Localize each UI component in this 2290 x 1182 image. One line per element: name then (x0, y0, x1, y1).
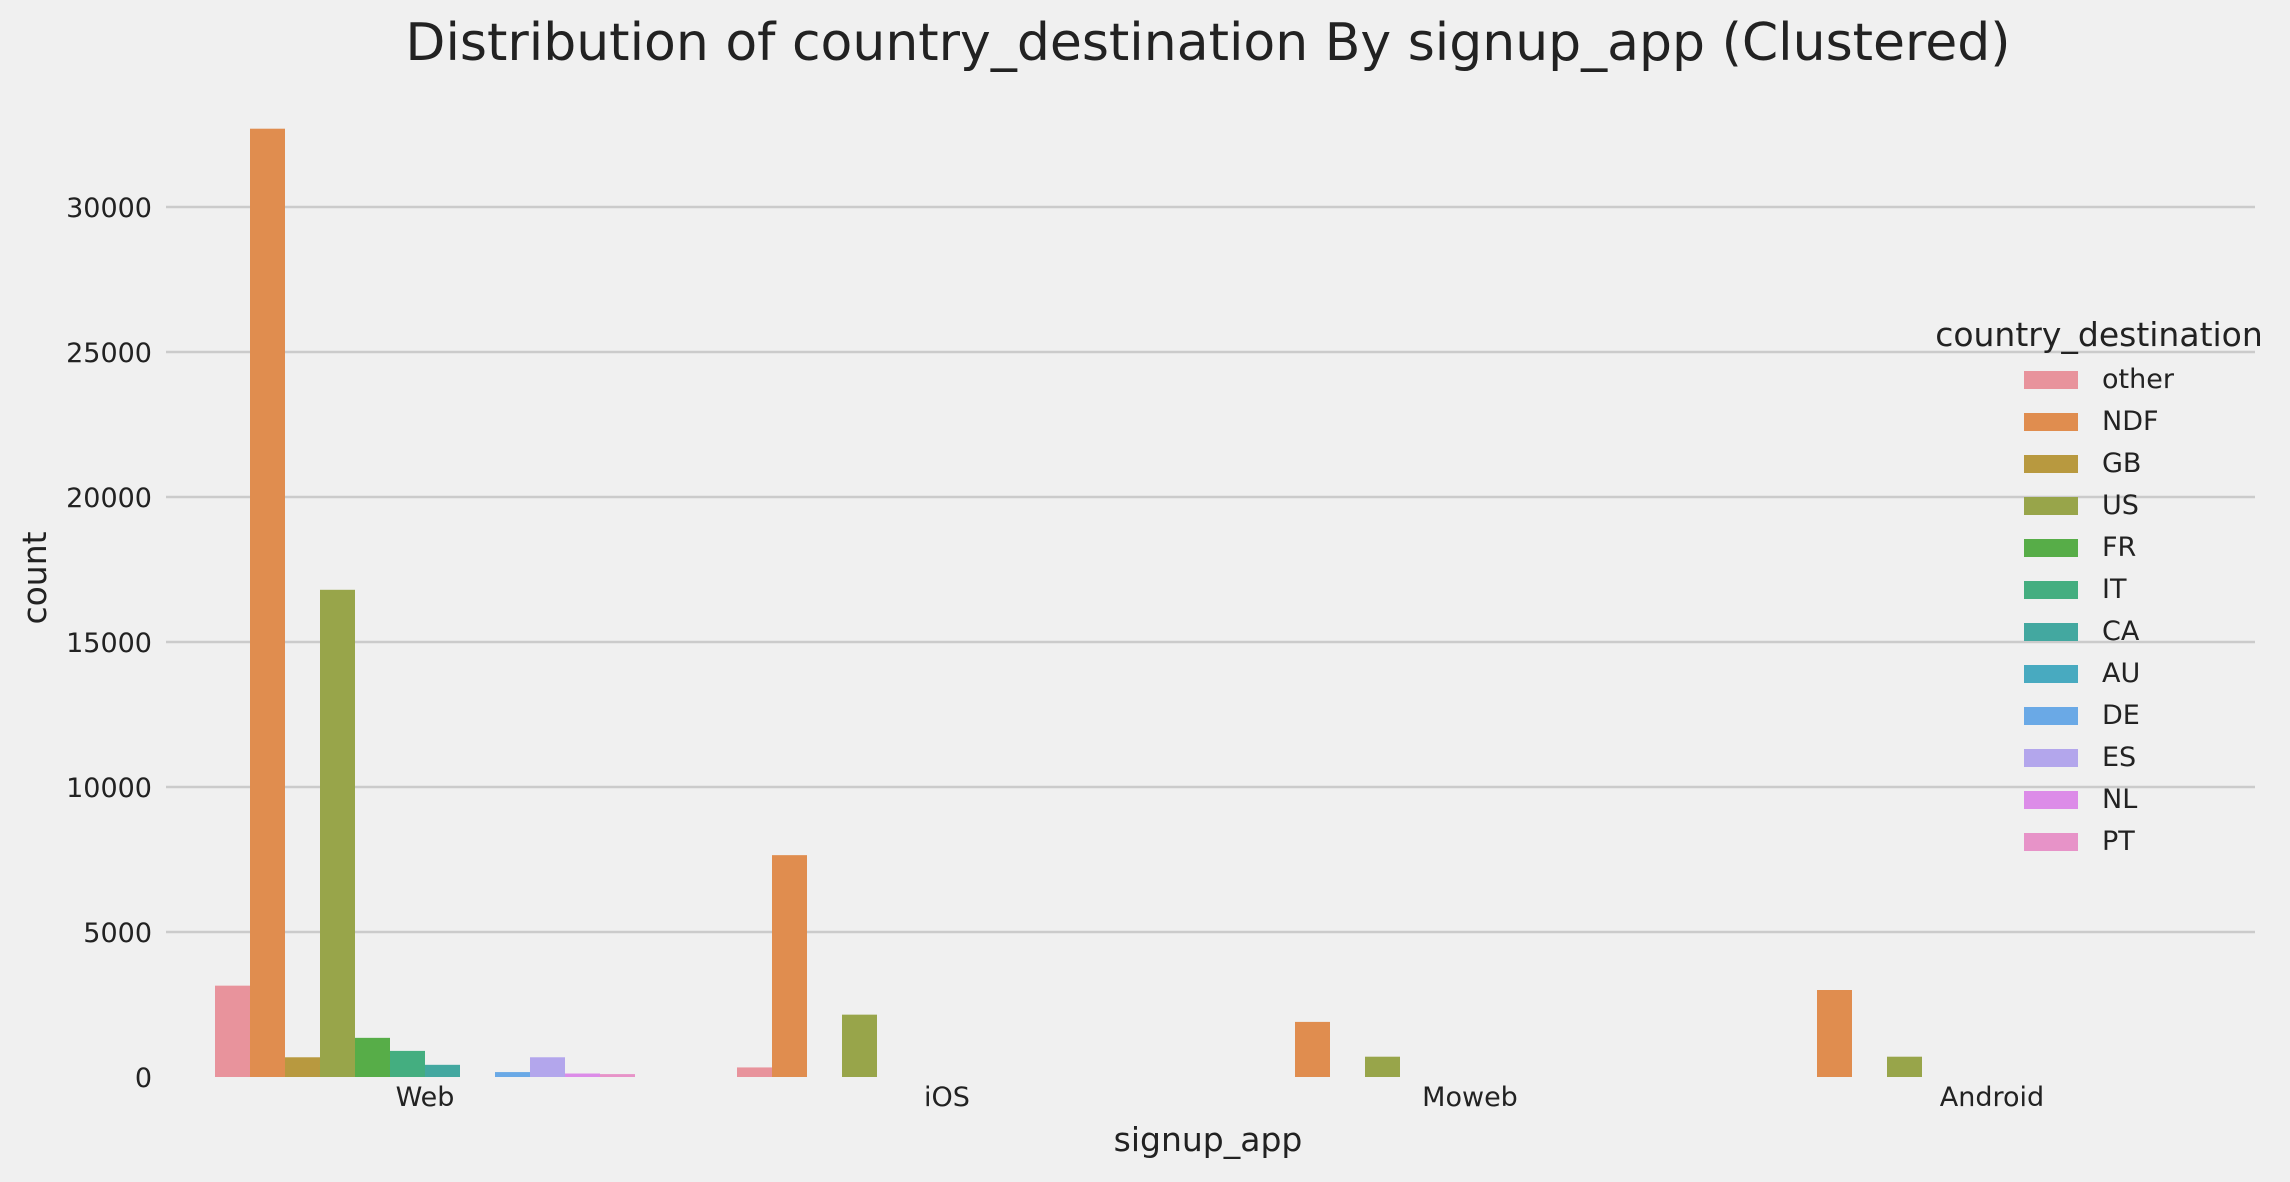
legend-swatch-other (2024, 371, 2078, 389)
bar-web-ndf (250, 128, 285, 1077)
y-tick-label: 15000 (66, 628, 152, 659)
bar-web-it (390, 1050, 425, 1077)
y-axis-label: count (15, 531, 54, 624)
legend-label-au: AU (2102, 658, 2140, 689)
bar-web-other (215, 985, 250, 1077)
legend-label-de: DE (2102, 700, 2140, 731)
legend-swatch-es (2024, 749, 2078, 767)
bars (215, 128, 1922, 1077)
y-tick-label: 30000 (66, 193, 152, 224)
legend-label-us: US (2102, 490, 2139, 521)
x-axis-ticks: Web iOS Moweb Android (396, 1082, 2045, 1113)
legend-swatch-ndf (2024, 413, 2078, 431)
y-tick-label: 10000 (66, 773, 152, 804)
bar-web-de (495, 1072, 530, 1077)
legend-label-es: ES (2102, 742, 2136, 773)
x-tick-label: Web (396, 1082, 455, 1113)
bar-web-nl (565, 1073, 600, 1077)
legend-label-ndf: NDF (2102, 406, 2159, 437)
y-tick-label: 0 (135, 1063, 152, 1094)
legend-label-gb: GB (2102, 448, 2141, 479)
legend-swatch-au (2024, 665, 2078, 683)
bar-web-gb (285, 1057, 320, 1077)
legend-swatch-us (2024, 497, 2078, 515)
x-tick-label: Moweb (1422, 1082, 1518, 1113)
legend-swatch-fr (2024, 539, 2078, 557)
bar-moweb-us (1365, 1056, 1400, 1077)
bar-ios-us (842, 1014, 877, 1077)
bar-ios-ndf (772, 855, 807, 1077)
y-axis-ticks: 0 5000 10000 15000 20000 25000 30000 (66, 193, 152, 1094)
legend-label-pt: PT (2102, 826, 2135, 857)
grid-lines (166, 205, 2255, 934)
legend-swatch-it (2024, 581, 2078, 599)
legend-swatch-ca (2024, 623, 2078, 641)
legend-swatch-de (2024, 707, 2078, 725)
y-tick-label: 25000 (66, 338, 152, 369)
bar-web-us (320, 589, 355, 1077)
x-axis-label: signup_app (1114, 1120, 1303, 1159)
bar-web-pt (600, 1074, 635, 1077)
legend-label-fr: FR (2102, 532, 2136, 563)
bar-android-us (1887, 1056, 1922, 1077)
bar-moweb-ndf (1295, 1021, 1330, 1077)
legend-items: other NDF GB US FR IT CA AU DE ES NL PT (2024, 364, 2175, 857)
y-tick-label: 5000 (83, 918, 152, 949)
x-tick-label: iOS (924, 1082, 970, 1113)
y-tick-label: 20000 (66, 483, 152, 514)
bar-web-es (530, 1057, 565, 1077)
legend-title: country_destination (1935, 315, 2263, 354)
bar-web-fr (355, 1037, 390, 1077)
bar-web-ca (425, 1064, 460, 1077)
bar-ios-other (737, 1067, 772, 1077)
legend-label-nl: NL (2102, 784, 2137, 815)
legend: country_destination other NDF GB US FR IT CA AU… (1935, 315, 2263, 857)
legend-label-other: other (2102, 364, 2175, 395)
chart-title: Distribution of country_destination By s… (405, 13, 2010, 73)
legend-label-ca: CA (2102, 616, 2140, 647)
legend-swatch-gb (2024, 455, 2078, 473)
legend-swatch-nl (2024, 791, 2078, 809)
legend-label-it: IT (2102, 574, 2127, 605)
legend-swatch-pt (2024, 833, 2078, 851)
bar-android-ndf (1817, 990, 1852, 1077)
x-tick-label: Android (1940, 1082, 2044, 1113)
